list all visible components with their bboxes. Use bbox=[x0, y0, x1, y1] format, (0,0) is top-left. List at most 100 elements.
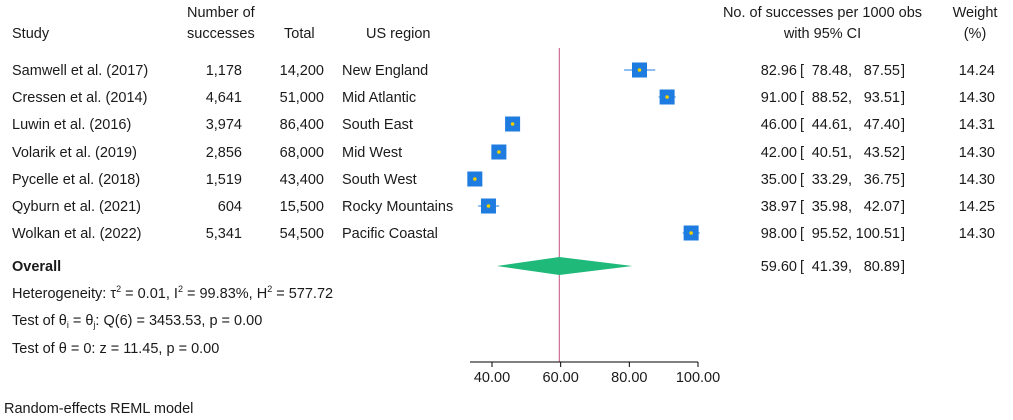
overall-lo: 41.39 bbox=[811, 259, 848, 275]
study-marker-dot bbox=[665, 95, 669, 99]
row-bracket-open: [ bbox=[800, 145, 805, 161]
test-homogeneity-text: Test of θi = θj: Q(6) = 3453.53, p = 0.0… bbox=[12, 313, 263, 330]
row-hi: 93.51 bbox=[863, 90, 900, 106]
header-total: Total bbox=[284, 26, 315, 42]
header-successes-line2: successes bbox=[187, 26, 255, 42]
row-total: 68,000 bbox=[279, 145, 324, 161]
row-successes: 604 bbox=[217, 199, 242, 215]
row-lo: 40.51 bbox=[811, 145, 848, 161]
header-region: US region bbox=[366, 26, 431, 42]
header-effect-line2: with 95% CI bbox=[783, 26, 862, 42]
row-total: 14,200 bbox=[279, 63, 324, 79]
header-study: Study bbox=[12, 26, 50, 42]
x-axis-tick-label: 80.00 bbox=[611, 370, 647, 386]
row-bracket-close: ] bbox=[901, 145, 906, 161]
row-total: 15,500 bbox=[279, 199, 324, 215]
x-axis-tick-label: 60.00 bbox=[543, 370, 579, 386]
row-comma: , bbox=[848, 90, 853, 106]
row-study: Luwin et al. (2016) bbox=[12, 117, 132, 133]
test-zero-text: Test of θ = 0: z = 11.45, p = 0.00 bbox=[12, 341, 220, 357]
row-bracket-close: ] bbox=[901, 172, 906, 188]
row-weight: 14.30 bbox=[958, 145, 995, 161]
study-marker-dot bbox=[473, 177, 477, 181]
x-axis-tick-label: 40.00 bbox=[474, 370, 510, 386]
row-comma: , bbox=[848, 63, 853, 79]
footer-model: Random-effects REML model bbox=[4, 401, 194, 417]
row-successes: 5,341 bbox=[205, 226, 242, 242]
row-lo: 95.52 bbox=[811, 226, 848, 242]
row-weight: 14.25 bbox=[958, 199, 995, 215]
row-total: 86,400 bbox=[279, 117, 324, 133]
row-lo: 33.29 bbox=[811, 172, 848, 188]
row-hi: 43.52 bbox=[863, 145, 900, 161]
row-hi: 47.40 bbox=[863, 117, 900, 133]
row-bracket-open: [ bbox=[800, 117, 805, 133]
row-lo: 44.61 bbox=[811, 117, 848, 133]
header-weight-line2: (%) bbox=[963, 26, 987, 42]
row-study: Qyburn et al. (2021) bbox=[12, 199, 141, 215]
overall-bracket-open: [ bbox=[800, 259, 805, 275]
row-study: Samwell et al. (2017) bbox=[12, 63, 149, 79]
row-study: Pycelle et al. (2018) bbox=[12, 172, 141, 188]
row-region: Rocky Mountains bbox=[342, 199, 454, 215]
study-marker-dot bbox=[689, 231, 693, 235]
row-weight: 14.31 bbox=[958, 117, 995, 133]
row-total: 54,500 bbox=[279, 226, 324, 242]
row-bracket-close: ] bbox=[901, 226, 906, 242]
header-successes-line1: Number of bbox=[187, 5, 255, 21]
row-bracket-open: [ bbox=[800, 172, 805, 188]
row-successes: 1,519 bbox=[205, 172, 242, 188]
study-marker-dot bbox=[510, 122, 515, 126]
row-weight: 14.30 bbox=[958, 90, 995, 106]
overall-est: 59.60 bbox=[760, 259, 797, 275]
row-bracket-open: [ bbox=[800, 199, 805, 215]
row-bracket-close: ] bbox=[901, 90, 906, 106]
row-region: South West bbox=[342, 172, 417, 188]
row-est: 42.00 bbox=[760, 145, 797, 161]
row-successes: 2,856 bbox=[205, 145, 242, 161]
header-effect-line1: No. of successes per 1000 obs bbox=[722, 5, 923, 21]
row-comma: , bbox=[848, 199, 853, 215]
row-successes: 4,641 bbox=[205, 90, 242, 106]
row-hi: 100.51 bbox=[855, 226, 900, 242]
row-study: Cressen et al. (2014) bbox=[12, 90, 148, 106]
row-est: 91.00 bbox=[760, 90, 797, 106]
row-successes: 3,974 bbox=[205, 117, 242, 133]
row-bracket-open: [ bbox=[800, 90, 805, 106]
row-comma: , bbox=[848, 117, 853, 133]
x-axis-tick-label: 100.00 bbox=[676, 370, 720, 386]
row-successes: 1,178 bbox=[205, 63, 242, 79]
overall-bracket-close: ] bbox=[901, 259, 906, 275]
row-bracket-close: ] bbox=[901, 199, 906, 215]
row-comma: , bbox=[848, 172, 853, 188]
row-region: New England bbox=[342, 63, 429, 79]
row-bracket-open: [ bbox=[800, 226, 805, 242]
row-hi: 87.55 bbox=[863, 63, 900, 79]
row-study: Wolkan et al. (2022) bbox=[12, 226, 142, 242]
study-marker-dot bbox=[486, 204, 491, 208]
row-est: 98.00 bbox=[760, 226, 797, 242]
row-study: Volarik et al. (2019) bbox=[12, 145, 137, 161]
overall-label: Overall bbox=[12, 259, 62, 275]
study-marker-dot bbox=[497, 150, 501, 154]
study-marker-dot bbox=[637, 68, 642, 72]
heterogeneity-text: Heterogeneity: τ2 = 0.01, I2 = 99.83%, H… bbox=[12, 284, 334, 303]
row-est: 38.97 bbox=[760, 199, 797, 215]
row-region: Mid Atlantic bbox=[342, 90, 417, 106]
row-total: 51,000 bbox=[279, 90, 324, 106]
row-bracket-close: ] bbox=[901, 63, 906, 79]
row-est: 46.00 bbox=[760, 117, 797, 133]
row-bracket-open: [ bbox=[800, 63, 805, 79]
row-bracket-close: ] bbox=[901, 117, 906, 133]
overall-comma: , bbox=[848, 259, 853, 275]
row-total: 43,400 bbox=[279, 172, 324, 188]
row-est: 82.96 bbox=[760, 63, 797, 79]
overall-diamond bbox=[496, 257, 633, 275]
row-weight: 14.30 bbox=[958, 226, 995, 242]
row-hi: 36.75 bbox=[863, 172, 900, 188]
row-weight: 14.24 bbox=[958, 63, 995, 79]
row-comma: , bbox=[848, 145, 853, 161]
row-region: Mid West bbox=[342, 145, 403, 161]
header-weight-line1: Weight bbox=[952, 5, 998, 21]
